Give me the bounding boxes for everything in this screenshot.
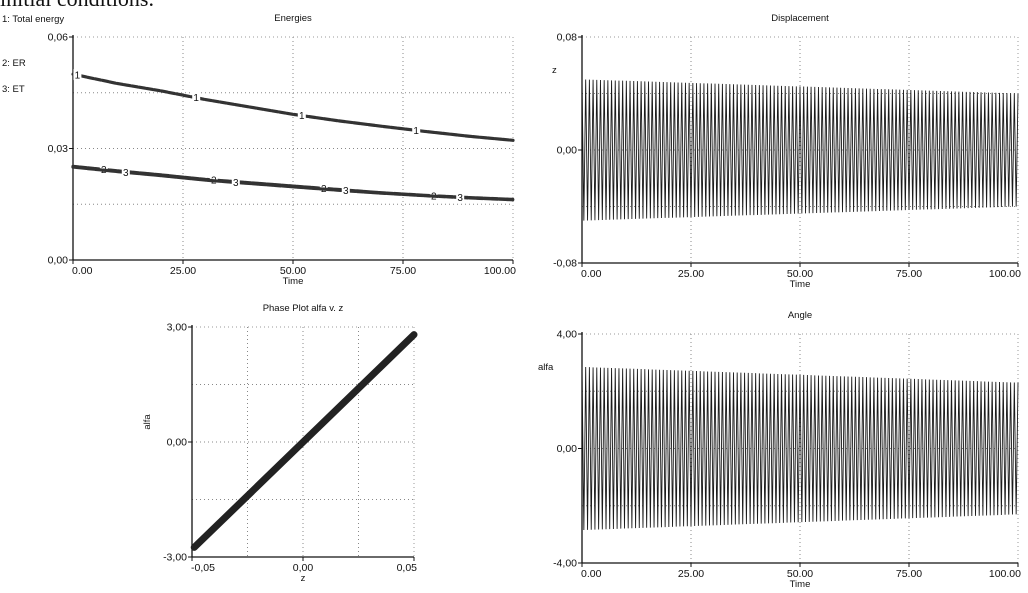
y-axis-label: alfa: [142, 414, 153, 430]
x-tick-label: 75.00: [896, 568, 922, 580]
chart-angle: 0.00 25.00 50.00 75.00 100.00 -4,00 0,00 4,00 An…: [538, 310, 1021, 590]
y-axis-label: alfa: [538, 362, 554, 373]
legend-entry: 3: ET: [2, 84, 25, 95]
chart-displacement: 0.00 25.00 50.00 75.00 100.00 -0,08 0,00 0,08 Di…: [552, 13, 1021, 290]
y-tick-label: 0,00: [557, 145, 578, 157]
series-line-total-energy: [71, 72, 515, 142]
x-tick-label: -0,05: [191, 562, 215, 574]
chart-phase: -0,05 0,00 0,05 -3,00 0,00 3,00 Phase Plot alf…: [142, 303, 418, 584]
series-line-er: [71, 164, 515, 202]
legend-entry: 2: ER: [2, 58, 26, 69]
y-tick-label: 0,00: [167, 437, 188, 449]
y-tick-label: -4,00: [553, 558, 577, 570]
x-tick-label: 50.00: [787, 268, 813, 280]
y-tick-label: 0,08: [557, 32, 578, 44]
x-tick-label: 100.00: [989, 268, 1021, 280]
series-marker-bg: [192, 91, 201, 103]
series-marker-bg: [341, 184, 350, 196]
x-tick-label: 0.00: [581, 568, 602, 580]
series-marker-label: 3: [343, 186, 349, 197]
oscillation-trace: [581, 366, 1019, 531]
series-marker-label: 3: [123, 168, 129, 179]
x-tick-label: 100.00: [484, 265, 516, 277]
x-tick-label: 25.00: [678, 568, 704, 580]
chart-title: Energies: [274, 13, 312, 24]
x-tick-label: 0.00: [72, 265, 93, 277]
series-line-et: [71, 165, 515, 202]
oscillation-trace: [581, 79, 1019, 221]
series-marker-bg: [73, 69, 82, 81]
series-marker-label: 1: [75, 71, 81, 82]
series-marker-label: 1: [413, 126, 419, 137]
x-tick-label: 25.00: [678, 268, 704, 280]
y-tick-label: -0,08: [553, 258, 577, 270]
series-marker-bg: [121, 166, 130, 178]
series-marker-label: 1: [193, 93, 199, 104]
x-tick-label: 50.00: [280, 265, 306, 277]
y-tick-label: 0,00: [48, 255, 69, 267]
chart-title: Displacement: [771, 13, 829, 24]
y-tick-label: 0,03: [48, 143, 69, 155]
x-axis-label: z: [301, 573, 306, 584]
x-axis-label: Time: [283, 276, 304, 287]
series-marker-label: 3: [233, 178, 239, 189]
y-tick-label: 3,00: [167, 322, 188, 334]
x-tick-label: 75.00: [390, 265, 416, 277]
series-marker-label: 3: [457, 193, 463, 204]
x-tick-label: 50.00: [787, 568, 813, 580]
phase-trace: [190, 331, 418, 551]
series-marker-bg: [412, 124, 421, 136]
x-axis-label: Time: [790, 579, 811, 590]
series-marker-bg: [456, 191, 465, 203]
y-tick-label: 4,00: [557, 329, 578, 341]
x-tick-label: 0,05: [397, 562, 418, 574]
series-marker-label: 1: [299, 111, 305, 122]
x-tick-label: 75.00: [896, 268, 922, 280]
x-tick-label: 25.00: [170, 265, 196, 277]
y-tick-label: 0,06: [48, 32, 69, 44]
x-axis-label: Time: [790, 279, 811, 290]
x-tick-label: 0,00: [293, 562, 314, 574]
chart-energies: 0.00 25.00 50.00 75.00 100.00 0,00 0,03 0,06 Ene…: [2, 13, 516, 287]
chart-title: Angle: [788, 310, 812, 321]
series-marker-bg: [297, 109, 306, 121]
y-tick-label: -3,00: [163, 552, 187, 564]
x-tick-label: 0.00: [581, 268, 602, 280]
chart-title: Phase Plot alfa v. z: [263, 303, 344, 314]
y-tick-label: 0,00: [557, 443, 578, 455]
y-axis-label: z: [552, 65, 557, 76]
legend-entry: 1: Total energy: [2, 14, 64, 25]
x-tick-label: 100.00: [989, 568, 1021, 580]
series-marker-bg: [231, 176, 240, 188]
caption-fragment: initial conditions.: [0, 0, 1028, 10]
